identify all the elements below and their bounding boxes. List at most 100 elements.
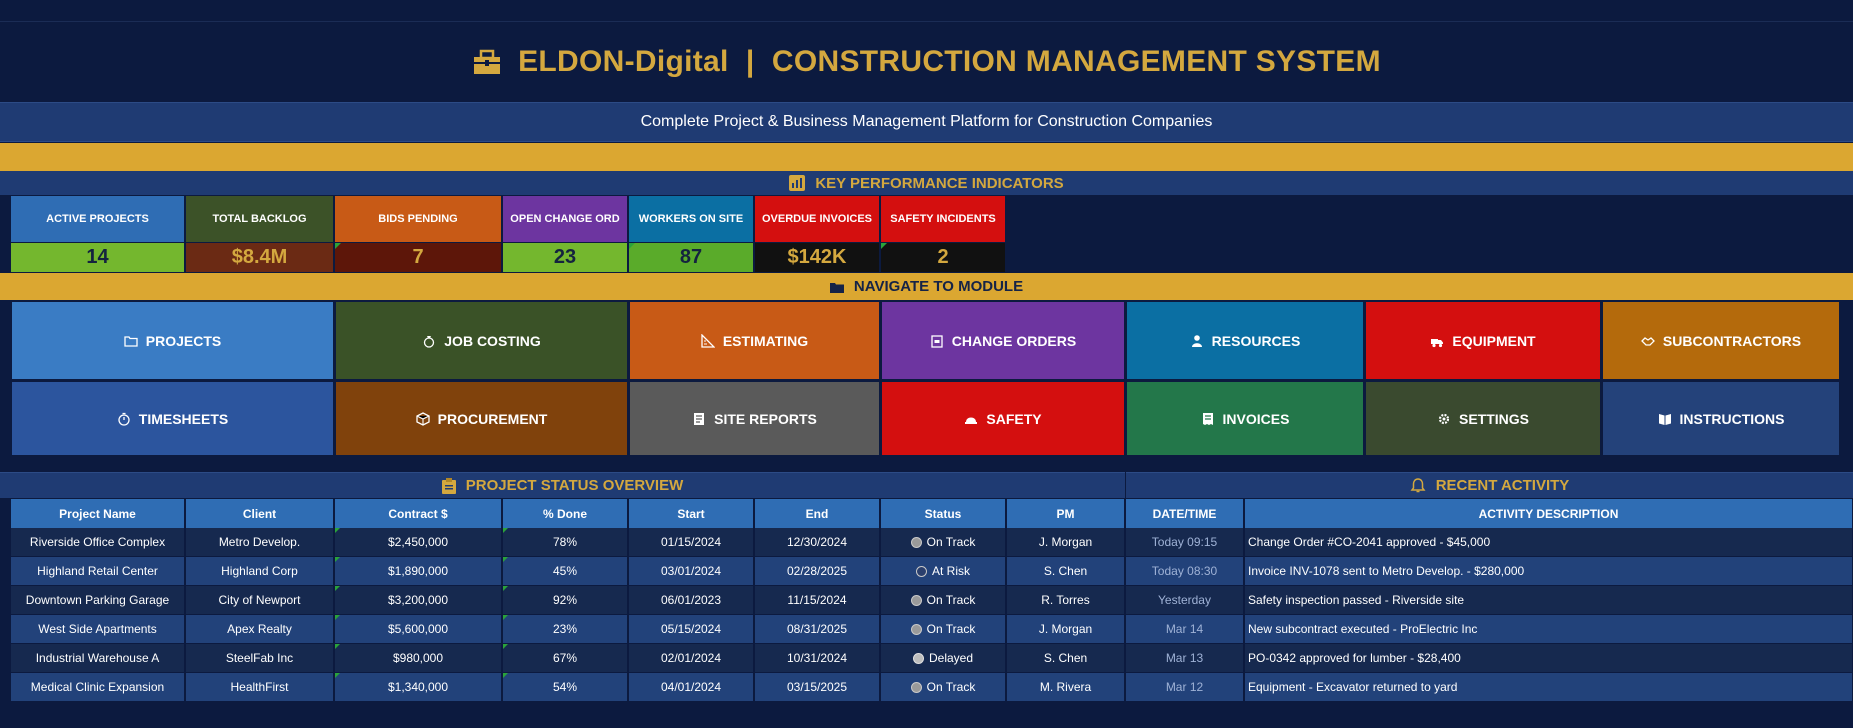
nav-tile-label: TIMESHEETS bbox=[138, 410, 229, 427]
clipboard-icon bbox=[931, 334, 943, 348]
activity-col-header[interactable]: DATE/TIME bbox=[1126, 499, 1244, 528]
money-bag-icon bbox=[424, 335, 435, 348]
table-cell: Apex Realty bbox=[186, 615, 334, 644]
table-cell: J. Morgan bbox=[1007, 615, 1125, 644]
table-cell: 04/01/2024 bbox=[629, 673, 754, 702]
folder-icon bbox=[829, 282, 844, 293]
cell-text: On Track bbox=[926, 535, 976, 549]
truck-icon bbox=[1431, 338, 1444, 347]
nav-tile-label: PROJECTS bbox=[145, 332, 222, 349]
activity-col-header[interactable]: ACTIVITY DESCRIPTION bbox=[1245, 499, 1853, 528]
kpi-value: 2 bbox=[881, 243, 1006, 272]
nav-tile-settings[interactable]: SETTINGS bbox=[1365, 381, 1601, 456]
cell-marker bbox=[335, 557, 340, 562]
cell-text: 02/28/2025 bbox=[786, 564, 848, 578]
cell-text: Riverside Office Complex bbox=[29, 535, 166, 549]
table-cell: HealthFirst bbox=[186, 673, 334, 702]
cell-marker bbox=[335, 673, 340, 678]
nav-tile-label: SUBCONTRACTORS bbox=[1662, 332, 1802, 349]
cell-text: 02/01/2024 bbox=[660, 651, 722, 665]
stopwatch-icon bbox=[118, 412, 130, 426]
kpi-value: 23 bbox=[503, 243, 628, 272]
nav-tile-procurement[interactable]: PROCUREMENT bbox=[335, 381, 628, 456]
nav-tile-estimating[interactable]: ESTIMATING bbox=[629, 301, 880, 380]
kpi-value: $142K bbox=[755, 243, 880, 272]
nav-tile-job-costing[interactable]: JOB COSTING bbox=[335, 301, 628, 380]
project-col-header[interactable]: Client bbox=[186, 499, 334, 528]
kpi-section-header: KEY PERFORMANCE INDICATORS bbox=[0, 171, 1853, 195]
nav-tile-subcontractors[interactable]: SUBCONTRACTORS bbox=[1602, 301, 1840, 380]
kpi-label: TOTAL BACKLOG bbox=[186, 196, 334, 242]
table-cell: Metro Develop. bbox=[186, 528, 334, 557]
kpi-label: ACTIVE PROJECTS bbox=[11, 196, 185, 242]
cell-text: On Track bbox=[926, 593, 976, 607]
project-status-header: PROJECT STATUS OVERVIEW bbox=[0, 472, 1125, 498]
project-col-header[interactable]: Project Name bbox=[11, 499, 185, 528]
table-cell: M. Rivera bbox=[1007, 673, 1125, 702]
table-cell: J. Morgan bbox=[1007, 528, 1125, 557]
cell-marker bbox=[335, 528, 340, 533]
nav-tile-site-reports[interactable]: SITE REPORTS bbox=[629, 381, 880, 456]
table-cell: Industrial Warehouse A bbox=[11, 644, 185, 673]
table-cell: $5,600,000 bbox=[335, 615, 502, 644]
folder-icon bbox=[124, 335, 138, 347]
table-cell: City of Newport bbox=[186, 586, 334, 615]
project-col-header[interactable]: Status bbox=[881, 499, 1006, 528]
kpi-value-text: 23 bbox=[553, 246, 577, 268]
activity-date: Mar 14 bbox=[1126, 615, 1244, 644]
kpi-label: OPEN CHANGE ORD bbox=[503, 196, 628, 242]
activity-date: Mar 12 bbox=[1126, 673, 1244, 702]
nav-tile-safety[interactable]: SAFETY bbox=[881, 381, 1125, 456]
project-col-header[interactable]: End bbox=[755, 499, 880, 528]
cell-marker bbox=[335, 644, 340, 649]
hard-hat-icon bbox=[965, 417, 978, 424]
kpi-label: WORKERS ON SITE bbox=[629, 196, 754, 242]
nav-tile-label: CHANGE ORDERS bbox=[951, 332, 1077, 349]
cell-text: Apex Realty bbox=[227, 622, 292, 636]
nav-tile-projects[interactable]: PROJECTS bbox=[11, 301, 334, 380]
cell-text: Industrial Warehouse A bbox=[35, 651, 160, 665]
table-cell: $980,000 bbox=[335, 644, 502, 673]
nav-tile-invoices[interactable]: INVOICES bbox=[1126, 381, 1364, 456]
toolbox-icon bbox=[474, 49, 501, 74]
table-cell: 78% bbox=[503, 528, 628, 557]
project-col-header[interactable]: Contract $ bbox=[335, 499, 502, 528]
cell-text: 06/01/2023 bbox=[660, 593, 722, 607]
nav-tile-equipment[interactable]: EQUIPMENT bbox=[1365, 301, 1601, 380]
nav-tile-label: JOB COSTING bbox=[444, 332, 541, 349]
table-cell: 01/15/2024 bbox=[629, 528, 754, 557]
activity-description: New subcontract executed - ProElectric I… bbox=[1245, 615, 1853, 644]
table-cell: 67% bbox=[503, 644, 628, 673]
table-cell: S. Chen bbox=[1007, 557, 1125, 586]
app-subtitle: Complete Project & Business Management P… bbox=[640, 113, 1213, 130]
kpi-value-text: 14 bbox=[86, 246, 109, 268]
cell-text: 03/15/2025 bbox=[786, 680, 848, 694]
cell-marker bbox=[503, 528, 508, 533]
project-col-header[interactable]: Start bbox=[629, 499, 754, 528]
project-col-header[interactable]: % Done bbox=[503, 499, 628, 528]
cell-marker bbox=[335, 615, 340, 620]
nav-tile-resources[interactable]: RESOURCES bbox=[1126, 301, 1364, 380]
table-cell: West Side Apartments bbox=[11, 615, 185, 644]
status-cell: On Track bbox=[881, 586, 1006, 615]
project-col-header[interactable]: PM bbox=[1007, 499, 1125, 528]
nav-tile-change-orders[interactable]: CHANGE ORDERS bbox=[881, 301, 1125, 380]
receipt-icon bbox=[1202, 412, 1213, 425]
status-dot-icon bbox=[912, 652, 924, 664]
nav-tile-label: INSTRUCTIONS bbox=[1679, 410, 1785, 427]
table-cell: 02/01/2024 bbox=[629, 644, 754, 673]
bell-icon bbox=[1410, 477, 1426, 492]
worker-icon bbox=[1191, 334, 1202, 347]
table-cell: 03/01/2024 bbox=[629, 557, 754, 586]
nav-tile-instructions[interactable]: INSTRUCTIONS bbox=[1602, 381, 1840, 456]
kpi-label: BIDS PENDING bbox=[335, 196, 502, 242]
cell-text: 05/15/2024 bbox=[660, 622, 722, 636]
table-cell: Highland Retail Center bbox=[11, 557, 185, 586]
project-status-title: PROJECT STATUS OVERVIEW bbox=[465, 477, 684, 494]
table-cell: $3,200,000 bbox=[335, 586, 502, 615]
table-cell: 05/15/2024 bbox=[629, 615, 754, 644]
table-cell: S. Chen bbox=[1007, 644, 1125, 673]
cell-marker bbox=[335, 586, 340, 591]
nav-tile-timesheets[interactable]: TIMESHEETS bbox=[11, 381, 334, 456]
